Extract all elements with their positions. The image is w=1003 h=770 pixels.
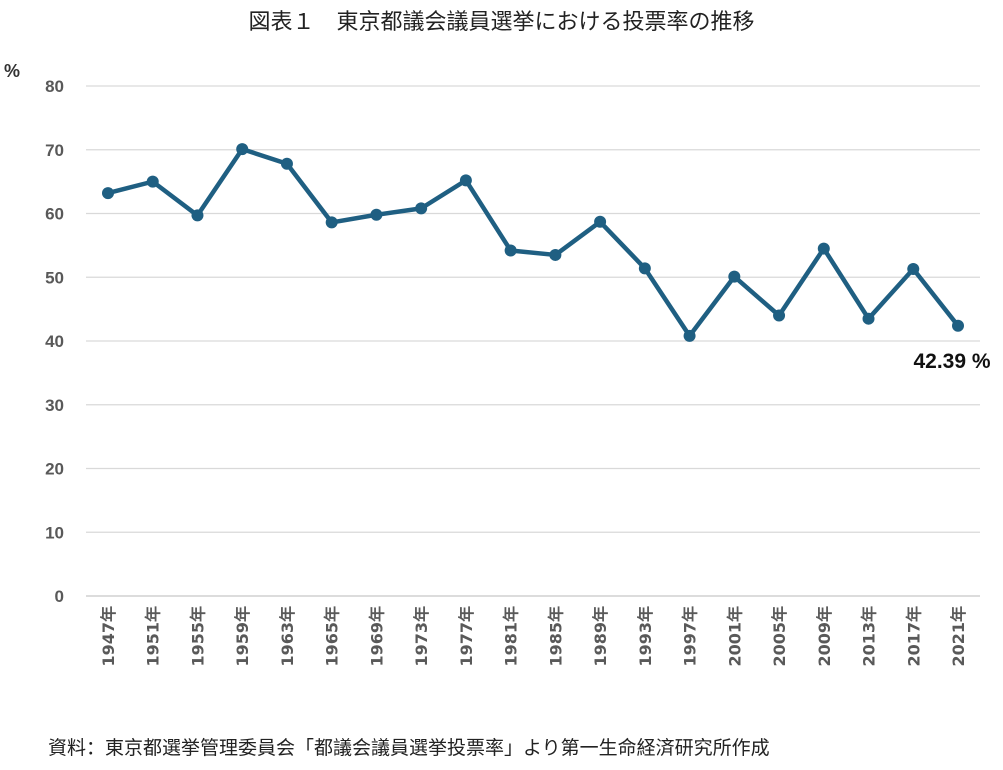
y-tick-label: 20 [45,460,64,479]
source-note: 資料：東京都選挙管理委員会「都議会議員選挙投票率」より第一生命経済研究所作成 [48,737,770,759]
y-tick-label: 50 [45,268,64,287]
data-point [549,248,562,261]
y-tick-label: 30 [45,396,64,415]
y-tick-label: 60 [45,205,64,224]
x-tick-label: 1951年 [144,606,163,667]
data-point [594,215,607,228]
x-tick-label: 2001年 [725,606,744,667]
x-axis-ticks: 1947年 1951年 1955年 1959年 1963年 1965年 1969年 1973年… [99,606,968,667]
data-point [415,202,428,215]
data-point [862,312,875,325]
y-tick-label: 0 [55,587,64,606]
data-point [638,262,651,275]
data-point [325,216,338,229]
data-point [504,244,517,257]
data-point [146,175,159,188]
x-tick-label: 1981年 [502,606,521,667]
data-point [728,270,741,283]
y-axis-ticks: 0 10 20 30 40 50 60 70 80 [45,77,64,606]
x-tick-label: 2009年 [815,606,834,667]
gridlines [86,85,980,597]
x-tick-label: 2005年 [770,606,789,667]
data-point [459,174,472,187]
last-value-label: 42.39 % [913,350,990,373]
data-point [280,157,293,170]
data-point [370,208,383,221]
y-tick-label: 40 [45,332,64,351]
x-tick-label: 1959年 [233,606,252,667]
chart-title: 図表１ 東京都議会議員選挙における投票率の推移 [248,10,755,35]
data-point [191,209,204,222]
x-tick-label: 1993年 [636,606,655,667]
x-tick-label: 2021年 [949,606,968,667]
y-tick-label: 70 [45,141,64,160]
x-tick-label: 1963年 [278,606,297,667]
data-point [952,319,964,332]
x-tick-label: 1985年 [546,606,565,667]
y-tick-label: 80 [45,77,64,96]
x-tick-label: 1989年 [591,606,610,667]
x-tick-label: 2013年 [860,606,879,667]
data-point [907,262,920,275]
x-tick-label: 1947年 [99,606,118,667]
x-tick-label: 1977年 [457,606,476,667]
data-points [102,143,964,342]
series-line [107,146,960,339]
x-tick-label: 2017年 [904,606,923,667]
data-point [236,143,249,156]
data-point [102,187,114,200]
x-tick-label: 1965年 [323,606,342,667]
x-tick-label: 1955年 [188,606,207,667]
x-tick-label: 1969年 [367,606,386,667]
data-point [773,309,786,322]
data-point [683,329,696,342]
y-tick-label: 10 [45,523,64,542]
x-tick-label: 1973年 [412,606,431,667]
data-point [817,242,830,255]
y-axis-unit: % [4,61,20,81]
x-tick-label: 1997年 [681,606,700,667]
